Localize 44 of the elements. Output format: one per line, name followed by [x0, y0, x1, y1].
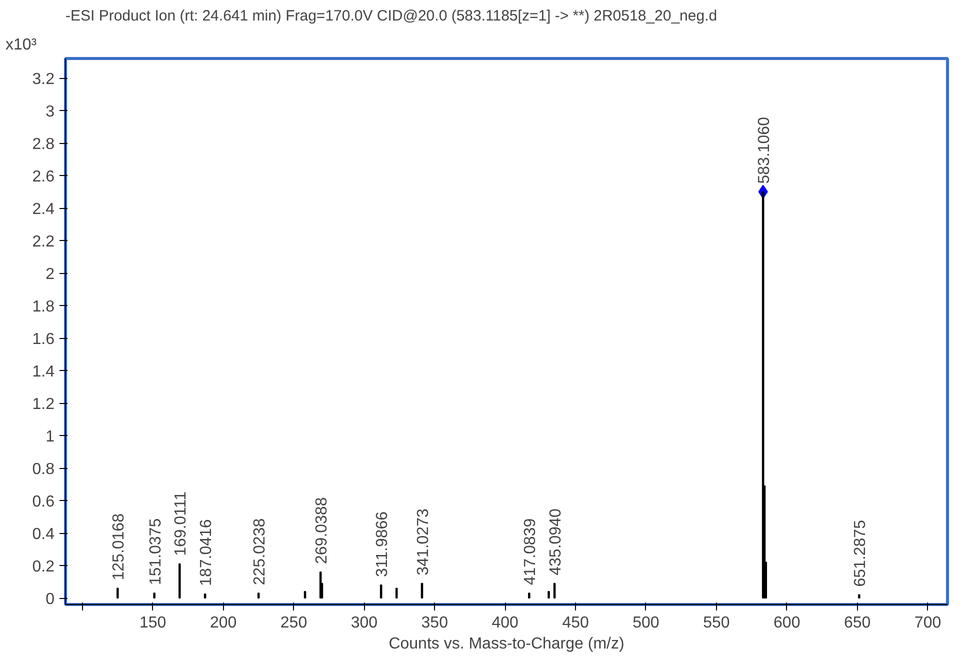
annotation: 583.1060 [756, 116, 774, 184]
y-tick-label: 3.2 [32, 71, 55, 88]
x-tick-label: 400 [492, 614, 519, 632]
y-tick-label: 0.2 [32, 558, 55, 576]
annotation: 225.0238 [252, 518, 269, 586]
y-tick-label: 1.4 [32, 364, 55, 380]
y-axis-title: x10³ [6, 36, 38, 54]
annotation: 269.0388 [314, 497, 331, 564]
chart-title: -ESI Product Ion (rt: 24.641 min) Frag=170.0V CID@20.0 (583.1185[z=1] -> **) 2R0518_20_neg.d [66, 8, 718, 24]
annotation: 169.0111 [172, 491, 190, 556]
x-tick-label: 550 [703, 614, 730, 632]
x-tick-label: 450 [562, 614, 589, 632]
x-tick-label: 350 [421, 614, 448, 632]
x-tick-label: 500 [632, 614, 660, 632]
y-tick-label: 3 [46, 104, 55, 120]
x-tick-label: 150 [140, 614, 166, 632]
x-tick-label: 200 [210, 614, 237, 632]
y-tick-label: 2.8 [32, 136, 55, 153]
y-tick-label: 0.8 [32, 461, 55, 478]
annotation: 341.0273 [415, 508, 432, 576]
y-tick-label: 1.8 [32, 298, 55, 316]
annotation: 151.0375 [147, 518, 164, 586]
annotation: 435.0940 [548, 508, 565, 576]
x-tick-label: 300 [350, 614, 378, 632]
y-tick-label: 0.4 [32, 526, 55, 543]
y-tick-label: 2.6 [32, 168, 55, 186]
x-tick-label: 250 [280, 614, 308, 632]
x-tick-label: 600 [774, 614, 800, 632]
annotation: 417.0839 [522, 518, 540, 586]
y-tick-label: 1 [46, 428, 55, 446]
annotation: 125.0168 [110, 513, 128, 580]
annotation: 651.2875 [852, 520, 870, 587]
y-tick-label: 1.2 [32, 396, 55, 413]
y-tick-label: 2.2 [32, 234, 55, 250]
y-tick-label: 2.4 [32, 201, 55, 218]
x-tick-label: 700 [914, 614, 942, 632]
y-tick-label: 2 [46, 266, 55, 283]
y-tick-label: 1.6 [32, 331, 55, 348]
annotation: 311.9866 [374, 511, 392, 577]
y-tick-label: 0.6 [32, 494, 55, 510]
annotation: 187.0416 [198, 519, 216, 586]
x-tick-label: 650 [844, 614, 871, 632]
x-axis-title: Counts vs. Mass-to-Charge (m/z) [388, 636, 624, 652]
y-tick-label: 0 [46, 591, 55, 608]
